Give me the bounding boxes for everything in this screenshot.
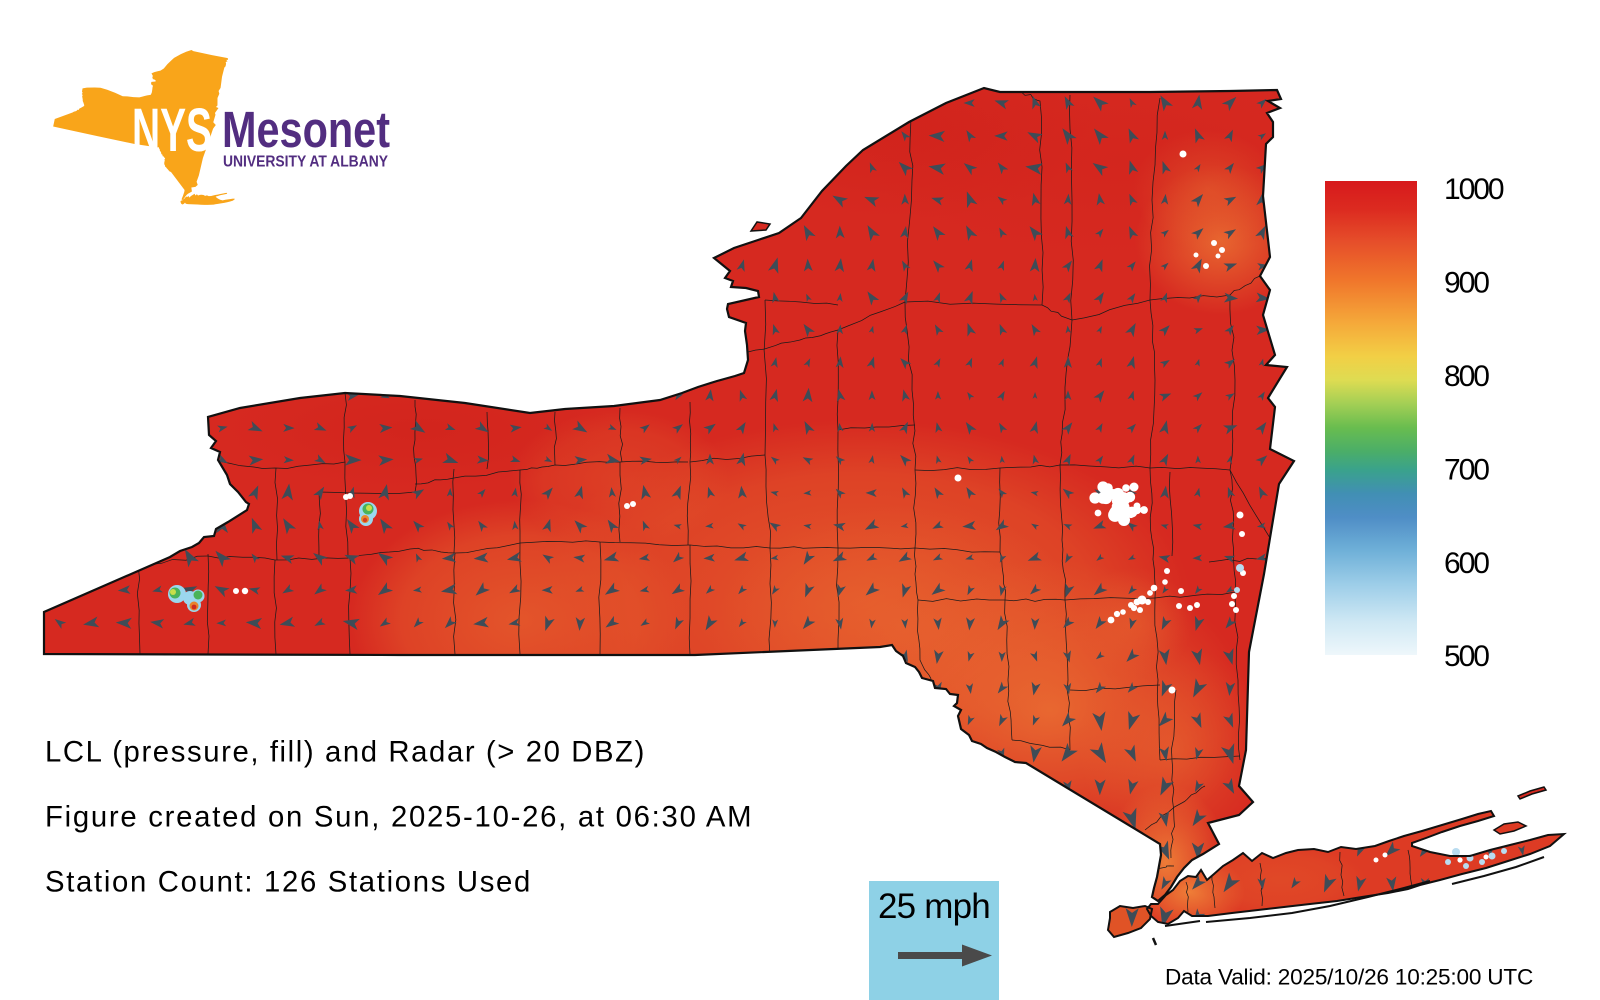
svg-text:700: 700 [1444,453,1489,486]
svg-text:Station Count: 126 Stations Us: Station Count: 126 Stations Used [45,866,532,899]
svg-text:LCL (pressure, fill) and Radar: LCL (pressure, fill) and Radar (> 20 DBZ… [45,736,646,769]
svg-text:UNIVERSITY AT ALBANY: UNIVERSITY AT ALBANY [223,154,389,171]
svg-text:600: 600 [1444,547,1489,580]
svg-text:25 mph: 25 mph [878,887,990,926]
svg-text:1000: 1000 [1444,173,1504,206]
svg-text:900: 900 [1444,267,1489,300]
svg-text:Data Valid: 2025/10/26 10:25:0: Data Valid: 2025/10/26 10:25:00 UTC [1165,965,1533,990]
svg-text:800: 800 [1444,360,1489,393]
svg-text:500: 500 [1444,640,1489,673]
svg-text:Mesonet: Mesonet [222,101,390,158]
svg-text:Figure created on Sun, 2025-10: Figure created on Sun, 2025-10-26, at 06… [45,801,753,834]
svg-text:NYS: NYS [132,96,212,164]
